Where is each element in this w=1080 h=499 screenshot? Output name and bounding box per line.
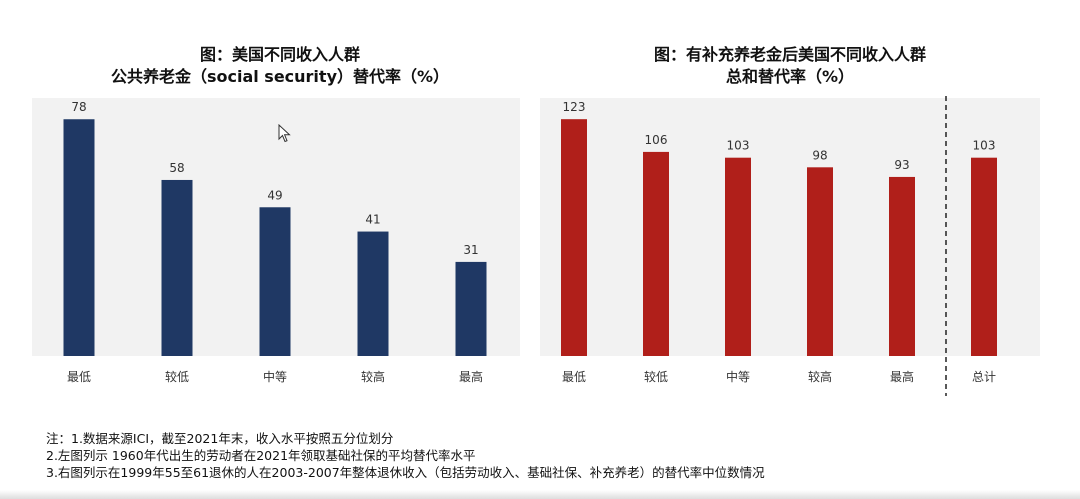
bottom-edge (0, 490, 1080, 499)
chart-1-data-label: 41 (365, 213, 380, 227)
chart-1-bar (63, 119, 95, 356)
chart-2-category-label: 总计 (972, 370, 996, 384)
chart-2-data-label: 103 (727, 139, 750, 153)
chart-2-bar (807, 167, 833, 356)
chart-2-bar (561, 119, 587, 356)
footnote-1: 注：1.数据来源ICI，截至2021年末，收入水平按照五分位划分 (46, 431, 394, 446)
chart-1-data-label: 31 (463, 243, 478, 257)
chart-2-data-label: 123 (563, 100, 586, 114)
footnote-2: 2.左图列示 1960年代出生的劳动者在2021年领取基础社保的平均替代率水平 (46, 448, 476, 463)
chart-1-category-label: 最高 (459, 369, 483, 384)
chart-2-plot-area (540, 98, 1040, 356)
chart-1-category-label: 中等 (263, 369, 287, 384)
chart-2-category-label: 最高 (890, 369, 914, 384)
chart-2-category-label: 较低 (644, 369, 668, 384)
mouse-cursor-icon (278, 124, 291, 143)
chart-1-bar (259, 207, 291, 356)
chart-1-bar (455, 261, 487, 356)
chart-1-category-label: 较低 (165, 369, 189, 384)
chart-1-data-label: 58 (169, 161, 184, 175)
right-chart-title: 图：有补充养老金后美国不同收入人群 总和替代率（%） (540, 44, 1040, 88)
chart-1-bar (357, 231, 389, 356)
chart-2-data-label: 98 (812, 148, 827, 162)
chart-2-bar (889, 176, 915, 356)
chart-1-data-label: 78 (71, 100, 86, 114)
chart-1-bar (161, 179, 193, 356)
left-chart-title-line1: 图：美国不同收入人群 (199, 45, 360, 64)
chart-2-bar (971, 157, 997, 356)
chart-2-category-label: 较高 (808, 369, 832, 384)
right-chart-title-line2: 总和替代率（%） (725, 67, 855, 86)
chart-2-data-label: 106 (645, 133, 668, 147)
footnote-3: 3.右图列示在1999年55至61退休的人在2003-2007年整体退休收入（包… (46, 465, 765, 480)
footnotes: 注：1.数据来源ICI，截至2021年末，收入水平按照五分位划分 2.左图列示 … (46, 430, 765, 481)
left-chart-title: 图：美国不同收入人群 公共养老金（social security）替代率（%） (40, 44, 520, 88)
chart-1-data-label: 49 (267, 188, 282, 202)
chart-2-category-label: 最低 (562, 370, 586, 384)
chart-2-data-label: 103 (973, 139, 996, 153)
chart-2-category-label: 中等 (726, 369, 750, 384)
chart-2-bar (643, 151, 669, 356)
right-chart-title-line1: 图：有补充养老金后美国不同收入人群 (653, 45, 926, 64)
chart-1-category-label: 最低 (67, 370, 91, 384)
left-chart-title-line2: 公共养老金（social security）替代率（%） (110, 67, 450, 86)
chart-2-data-label: 93 (894, 158, 909, 172)
chart-1-category-label: 较高 (361, 369, 385, 384)
chart-2-bar (725, 157, 751, 356)
